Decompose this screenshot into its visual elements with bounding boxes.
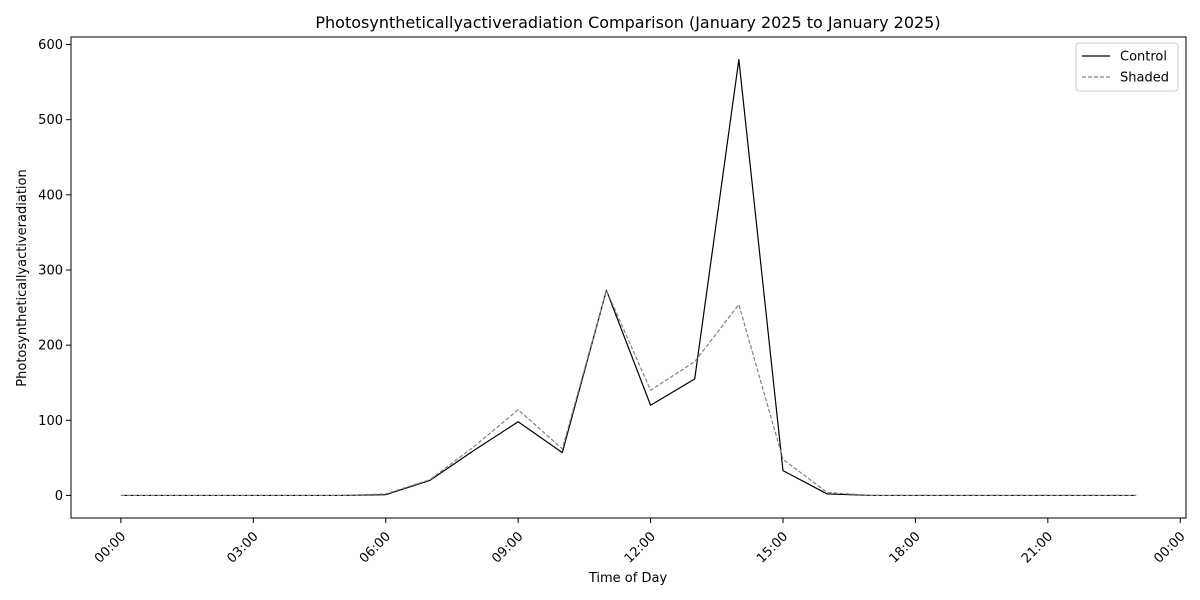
x-tick-label: 00:00	[1151, 529, 1188, 566]
y-tick-label: 500	[38, 113, 63, 128]
legend-label-shaded: Shaded	[1120, 71, 1169, 86]
x-axis-label: Time of Day	[588, 571, 668, 586]
x-tick-label: 00:00	[92, 529, 129, 566]
x-tick-label: 21:00	[1019, 529, 1056, 566]
x-axis: 00:00 03:00 06:00 09:00 12:00 15:00 18:00 21:00…	[92, 518, 1189, 566]
y-axis-label: Photosyntheticallyactiveradiation	[15, 169, 30, 386]
series-layer	[120, 58, 1137, 497]
x-tick-label: 09:00	[489, 529, 526, 566]
series-line-shaded	[120, 289, 1137, 497]
y-tick-label: 400	[38, 188, 63, 203]
x-tick-label: 15:00	[754, 529, 791, 566]
y-tick-label: 600	[38, 38, 63, 53]
legend: Control Shaded	[1075, 42, 1179, 92]
y-tick-label: 300	[38, 263, 63, 278]
x-tick-label: 18:00	[887, 529, 924, 566]
x-tick-label: 12:00	[622, 529, 659, 566]
x-tick-label: 06:00	[357, 529, 394, 566]
x-tick-label: 03:00	[224, 529, 261, 566]
series-line-control	[120, 58, 1137, 497]
y-tick-label: 100	[38, 414, 63, 429]
y-axis: 0 100 200 300 400 500 600	[38, 38, 71, 504]
y-tick-label: 0	[55, 489, 63, 504]
y-tick-label: 200	[38, 339, 63, 354]
plot-frame	[70, 36, 1187, 519]
chart-title: Photosyntheticallyactiveradiation Compar…	[315, 13, 940, 32]
legend-box	[1075, 42, 1179, 92]
legend-label-control: Control	[1120, 50, 1167, 65]
